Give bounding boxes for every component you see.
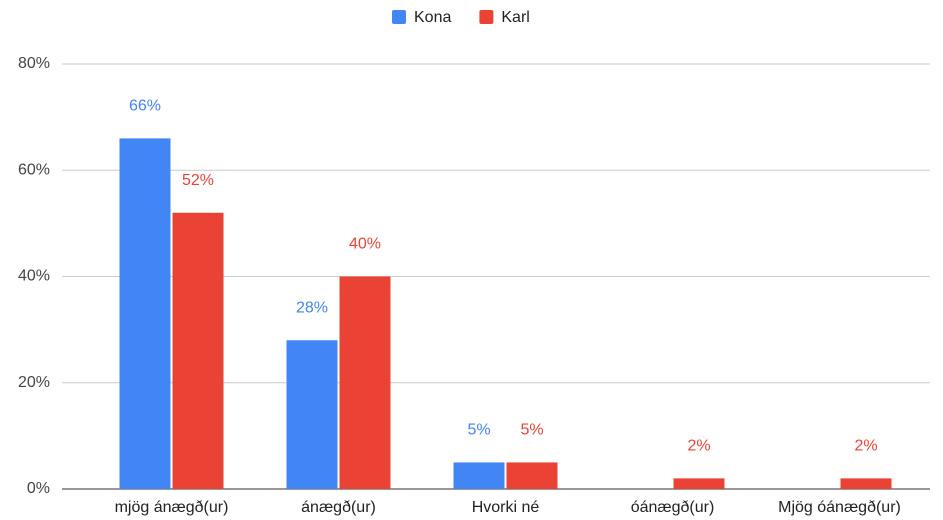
value-label: 40% xyxy=(349,236,381,253)
bar xyxy=(453,462,505,489)
bar xyxy=(506,462,558,489)
legend-swatch xyxy=(392,10,406,24)
x-tick-label: óánægð(ur) xyxy=(631,499,715,516)
value-label: 5% xyxy=(520,422,543,439)
value-label: 28% xyxy=(296,299,328,316)
bar xyxy=(172,212,224,489)
legend-label: Kona xyxy=(414,9,451,26)
x-tick-label: mjög ánægð(ur) xyxy=(115,499,229,516)
y-tick-label: 40% xyxy=(18,268,50,285)
value-label: 2% xyxy=(687,438,710,455)
bar xyxy=(339,276,391,489)
x-tick-label: Hvorki né xyxy=(472,499,540,516)
y-tick-label: 20% xyxy=(18,374,50,391)
bar xyxy=(673,478,725,489)
y-tick-label: 60% xyxy=(18,161,50,178)
bar xyxy=(286,340,338,489)
value-label: 52% xyxy=(182,172,214,189)
x-tick-label: Mjög óánægð(ur) xyxy=(778,499,901,516)
legend-label: Karl xyxy=(501,9,529,26)
y-tick-label: 80% xyxy=(18,55,50,72)
y-tick-label: 0% xyxy=(27,480,50,497)
bar xyxy=(840,478,892,489)
x-tick-label: ánægð(ur) xyxy=(301,499,376,516)
legend-swatch xyxy=(479,10,494,24)
value-label: 2% xyxy=(854,438,877,455)
value-label: 66% xyxy=(129,98,161,115)
bar xyxy=(119,138,171,489)
value-label: 5% xyxy=(467,422,490,439)
